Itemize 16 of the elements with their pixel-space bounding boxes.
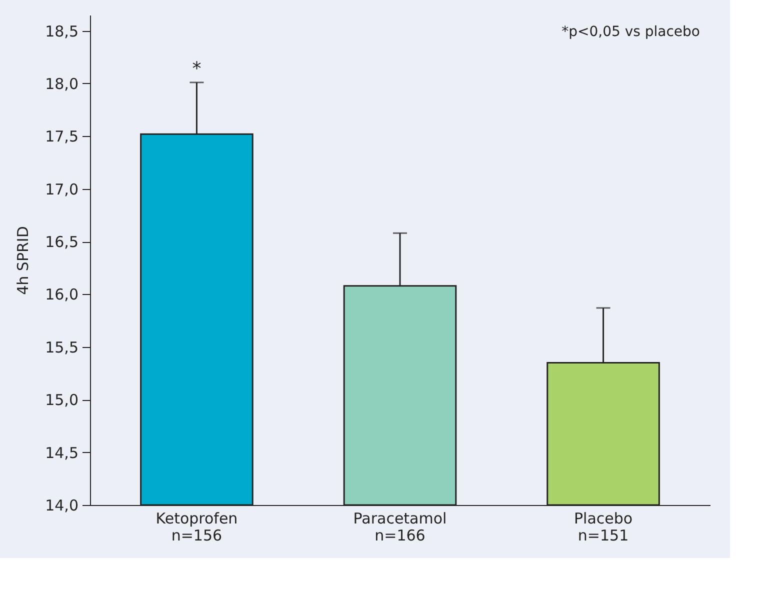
x-tick-label: Ketoprofen n=156	[156, 510, 238, 544]
y-tick-label: 16,5	[45, 233, 78, 252]
y-tick-label: 14,5	[45, 444, 78, 462]
y-tick-label: 15,0	[45, 391, 78, 410]
y-tick-label: 15,5	[45, 338, 78, 356]
y-tick-label: 17,0	[45, 180, 78, 198]
y-tick-label: 17,5	[45, 128, 78, 146]
y-tick-label: 16,0	[45, 286, 78, 304]
y-tick-label: 18,0	[45, 74, 78, 93]
y-axis-title: 4h SPRID	[14, 226, 32, 295]
x-tick-label: Paracetamol n=166	[353, 510, 447, 544]
annotation: *p<0,05 vs placebo	[562, 24, 700, 40]
y-tick-label: 14,0	[45, 496, 78, 514]
x-tick-label: Placebo n=151	[574, 510, 633, 544]
y-tick-label: 18,5	[45, 22, 78, 40]
annotation: *	[192, 58, 202, 80]
